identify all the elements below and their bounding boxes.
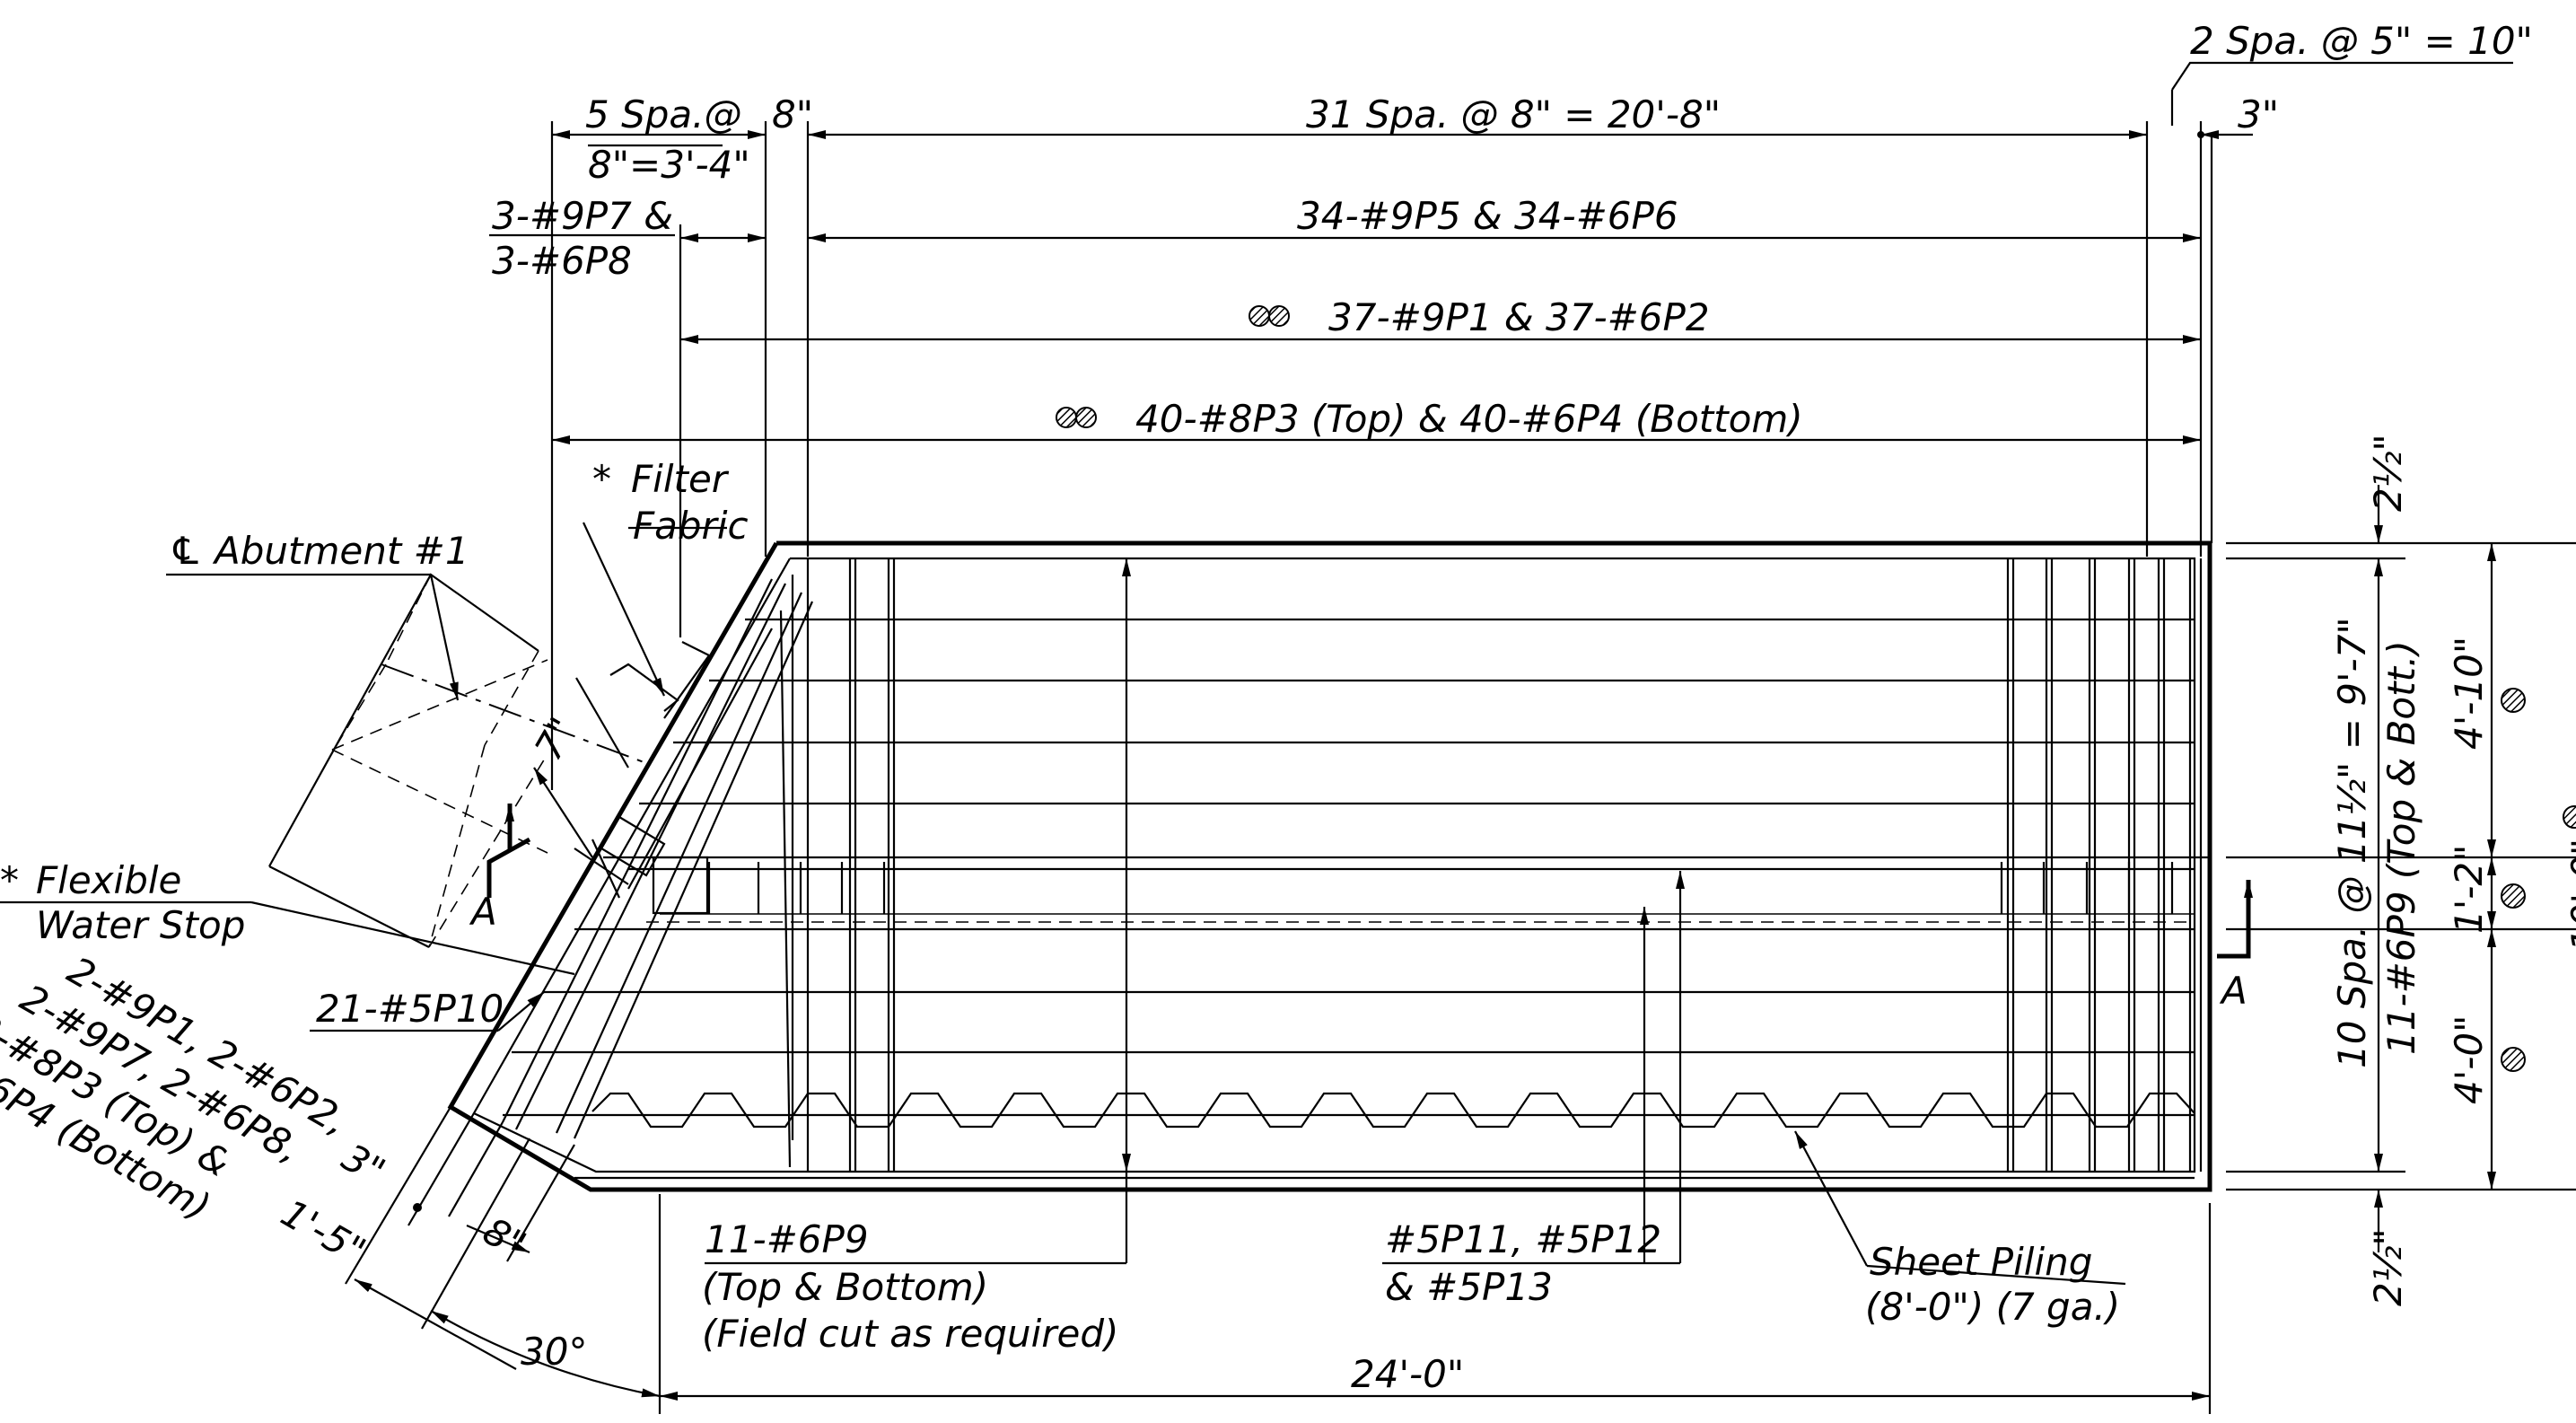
label-p7p8-line1: 3-#9P7 & [492, 194, 673, 238]
bar-hooks [652, 856, 2174, 915]
label-p9-line1: 11-#6P9 [705, 1217, 869, 1261]
label-p7p8-line2: 3-#6P8 [492, 239, 632, 283]
dim-skew-7: 7" [526, 710, 584, 768]
dim-31-spa: 31 Spa. @ 8" = 20'-8" [1306, 92, 1721, 136]
svg-text:A: A [2219, 969, 2247, 1013]
dim-row-1 [552, 130, 2253, 147]
dim-gap-3-top: 3" [2238, 92, 2279, 136]
slab-outline [447, 540, 2212, 1192]
label-sheet-line1: Sheet Piling [1870, 1240, 2092, 1284]
dim-5-spa-line1: 5 Spa.@ [585, 92, 741, 136]
label-vertical-bars: 11-#6P9 (Top & Bott.) [2379, 640, 2423, 1055]
label-p11-line2: & #5P13 [1385, 1265, 1553, 1309]
hatched-circle-icon [2501, 688, 2576, 1072]
dim-skew-angle: 30° [521, 1330, 587, 1374]
longitudinal-bars [503, 618, 2210, 1180]
skew-bars [502, 578, 814, 1139]
label-filter-star: * [592, 457, 611, 501]
label-p11-line1: #5P11, #5P12 [1385, 1217, 1661, 1261]
transverse-bars-left [779, 558, 896, 1172]
svg-text:A: A [469, 890, 497, 934]
dim-top-edge: 2½" [2366, 434, 2410, 512]
dim-vertical-spacing: 10 Spa. @ 11½" = 9'-7" [2330, 617, 2374, 1068]
label-p3p4: 40-#8P3 (Top) & 40-#6P4 (Bottom) [1135, 397, 1803, 441]
label-p9-line3: (Field cut as required) [702, 1312, 1118, 1356]
dim-top-right-spacing: 2 Spa. @ 5" = 10" [2190, 19, 2533, 63]
dim-skew-3: 3" [335, 1135, 392, 1193]
sheet-piling [591, 1092, 2195, 1129]
dim-mid-depth: 1'-2" [2447, 845, 2491, 934]
dim-bottom-edge: 2½" [2366, 1228, 2410, 1306]
label-p1p2: 37-#9P1 & 37-#6P2 [1328, 295, 1710, 339]
dim-overall-length: 24'-0" [1351, 1352, 1464, 1396]
label-filter-line2: Fabric [633, 504, 749, 548]
skew-dimensions [345, 677, 2212, 1414]
label-sheet-line2: (8'-0") (7 ga.) [1865, 1285, 2120, 1329]
label-abutment: ℄ Abutment #1 [169, 529, 469, 573]
section-marker-right: A [2217, 880, 2253, 1013]
label-p5p6: 34-#9P5 & 34-#6P6 [1297, 194, 1678, 238]
dim-skew-1-5: 1'-5" [274, 1190, 373, 1273]
filter-fabric-detail [574, 641, 710, 899]
label-water-line1: Flexible [36, 858, 181, 902]
abutment-outline [268, 573, 647, 948]
transverse-bars-right [2006, 558, 2203, 1172]
dim-5-spa-line2: 8"=3'-4" [588, 143, 750, 187]
label-filter-line1: Filter [631, 457, 730, 501]
interior-leaders [0, 522, 2126, 1286]
dim-upper-depth: 4'-10" [2447, 637, 2491, 750]
section-marker-left: A [469, 804, 531, 934]
right-dimensions [2226, 485, 2576, 1252]
dim-partial-total: 10'-0" [2563, 839, 2576, 952]
double-hatched-circle-icon [1056, 305, 1290, 428]
label-water-star: * [0, 858, 19, 902]
dim-row-2 [489, 233, 2201, 242]
label-water-line2: Water Stop [36, 903, 245, 947]
dim-lower-depth: 4'-0" [2447, 1015, 2491, 1104]
dim-gap-8: 8" [772, 92, 813, 136]
label-p9-line2: (Top & Bottom) [702, 1265, 988, 1309]
label-p10: 21-#5P10 [316, 987, 504, 1031]
